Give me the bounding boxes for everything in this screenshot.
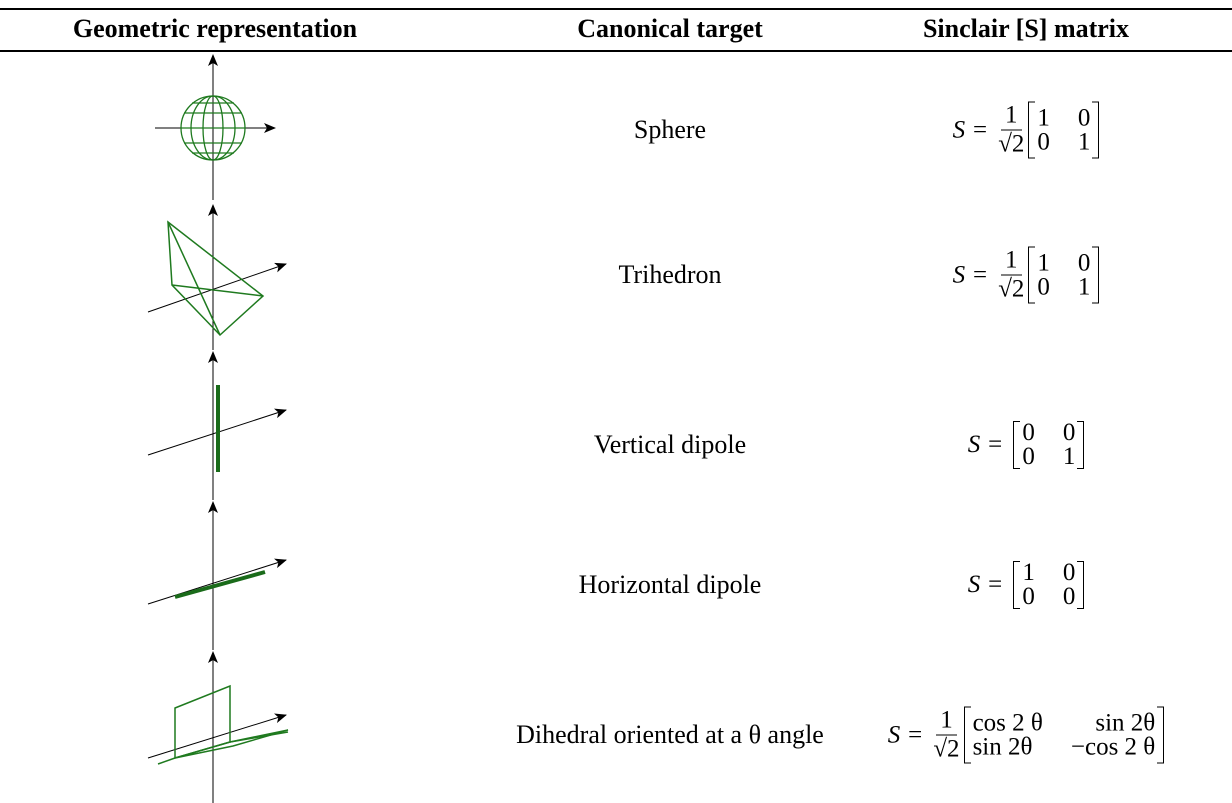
matrix-cell: −cos 2 θ <box>1071 735 1155 759</box>
matrix-cell: 0 <box>1063 561 1076 585</box>
matrix-cell: 0 <box>1022 421 1035 445</box>
right-bracket <box>1092 247 1099 304</box>
matrix-lhs: S = <box>968 431 1004 459</box>
matrix-cell: 1 <box>1078 130 1091 154</box>
dihedral <box>158 686 288 764</box>
denominator: √2 <box>998 276 1024 304</box>
matrix-cell: 1 <box>1078 275 1091 299</box>
target-name: Horizontal dipole <box>470 568 870 602</box>
geometry-column <box>0 0 430 803</box>
numerator: 1 <box>936 707 957 736</box>
matrix-cell: 0 <box>1078 251 1091 275</box>
trihedron <box>168 222 263 335</box>
horizontal-dipole <box>175 572 265 597</box>
matrix-cell: 0 <box>1037 275 1050 299</box>
denominator: √2 <box>998 131 1024 159</box>
target-name: Trihedron <box>470 258 870 292</box>
right-bracket <box>1077 561 1084 609</box>
denominator: √2 <box>933 736 959 764</box>
target-name: Sphere <box>470 113 870 147</box>
fraction: 1√2 <box>998 102 1024 159</box>
matrix-lhs: S = <box>968 571 1004 599</box>
header-cell: Canonical target <box>470 14 870 44</box>
right-bracket <box>1092 102 1099 159</box>
right-bracket <box>1157 707 1164 764</box>
fraction: 1√2 <box>998 247 1024 304</box>
right-bracket <box>1077 421 1084 469</box>
matrix-cell: cos 2 θ <box>973 711 1043 735</box>
left-bracket <box>1013 421 1020 469</box>
fraction: 1√2 <box>933 707 959 764</box>
matrix-cell: 1 <box>1063 445 1076 469</box>
matrix-cell: 0 <box>1022 585 1035 609</box>
matrix-cell: 1 <box>1037 251 1050 275</box>
left-bracket <box>1028 247 1035 304</box>
left-bracket <box>1013 561 1020 609</box>
matrix-cell: 1 <box>1037 106 1050 130</box>
matrix-cell: 0 <box>1063 585 1076 609</box>
left-bracket <box>1028 102 1035 159</box>
matrix-lhs: S = <box>953 116 989 144</box>
numerator: 1 <box>1001 247 1022 276</box>
matrix-cell: sin 2θ <box>973 735 1043 759</box>
matrix-cell: 0 <box>1063 421 1076 445</box>
matrix-cell: 1 <box>1022 561 1035 585</box>
matrix-cell: 0 <box>1037 130 1050 154</box>
matrix-lhs: S = <box>953 261 989 289</box>
matrix-lhs: S = <box>888 721 924 749</box>
page: Geometric representation Canonical targe… <box>0 0 1232 803</box>
numerator: 1 <box>1001 102 1022 131</box>
header-cell: Sinclair [S] matrix <box>820 14 1232 44</box>
matrix-cell: 0 <box>1022 445 1035 469</box>
target-name: Vertical dipole <box>470 428 870 462</box>
matrix-cell: sin 2θ <box>1071 711 1155 735</box>
matrix-cell: 0 <box>1078 106 1091 130</box>
target-name: Dihedral oriented at a θ angle <box>470 718 870 752</box>
left-bracket <box>964 707 971 764</box>
